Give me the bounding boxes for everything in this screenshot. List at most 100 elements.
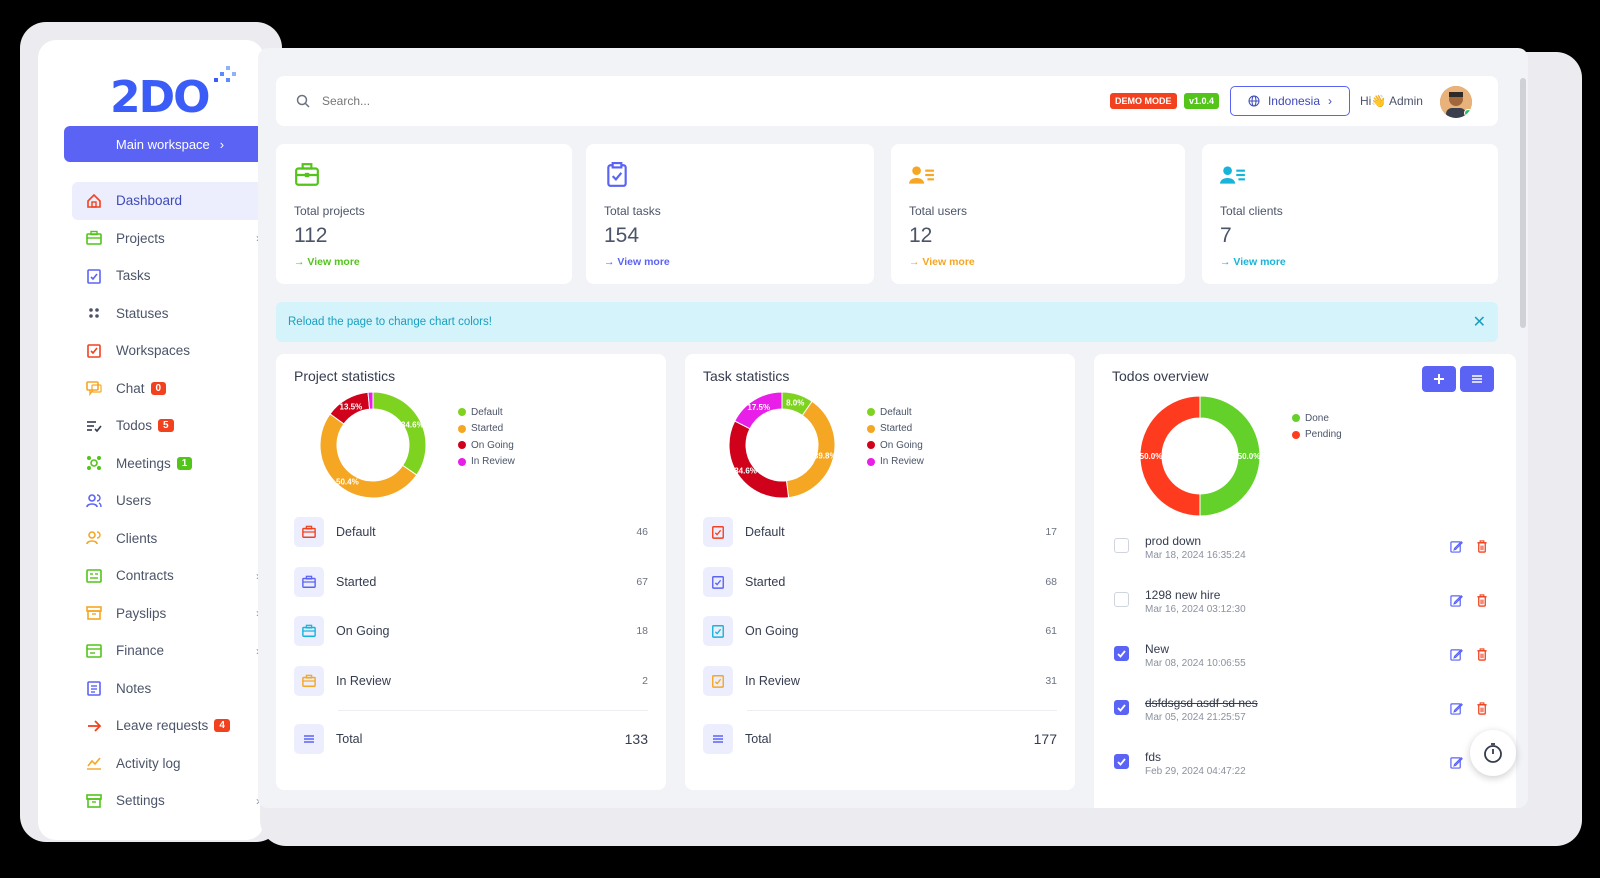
view-more-link[interactable]: → View more <box>1220 256 1286 268</box>
sidebar-item-leave-requests[interactable]: Leave requests 4 <box>72 707 268 745</box>
stat-value: 112 <box>294 224 328 247</box>
chart-legend: Default Started On Going In Review <box>458 404 515 470</box>
donut-slice-started[interactable] <box>319 413 418 499</box>
legend-item[interactable]: Pending <box>1292 427 1342 444</box>
todo-checkbox[interactable] <box>1114 754 1129 769</box>
status-row-on-going[interactable]: On Going 18 <box>294 611 648 651</box>
todo-checkbox[interactable] <box>1114 700 1129 715</box>
total-count: 133 <box>624 731 648 747</box>
sidebar-item-activity-log[interactable]: Activity log <box>72 745 268 783</box>
clipboard-check-icon <box>703 517 733 547</box>
sidebar-item-workspaces[interactable]: Workspaces <box>72 332 268 370</box>
status-row-default[interactable]: Default 17 <box>703 512 1057 552</box>
view-more-label: View more <box>307 256 360 268</box>
workspace-button[interactable]: Main workspace › <box>64 126 276 162</box>
legend-item[interactable]: Default <box>458 404 515 421</box>
language-button[interactable]: Indonesia › <box>1230 86 1350 116</box>
sidebar-item-meetings[interactable]: Meetings 1 <box>72 445 268 483</box>
edit-icon[interactable] <box>1450 594 1463 612</box>
todo-item: fds Feb 29, 2024 04:47:22 <box>1112 750 1492 790</box>
trash-icon[interactable] <box>1476 648 1488 666</box>
donut-slice-done[interactable] <box>1199 395 1261 517</box>
list-view-button[interactable] <box>1460 366 1494 392</box>
todo-checkbox[interactable] <box>1114 592 1129 607</box>
online-status-dot <box>1464 109 1472 117</box>
legend-item[interactable]: On Going <box>867 437 924 454</box>
sidebar-item-users[interactable]: Users <box>72 482 268 520</box>
timer-button[interactable] <box>1470 730 1516 776</box>
legend-item[interactable]: In Review <box>867 454 924 471</box>
avatar[interactable] <box>1440 86 1472 118</box>
sidebar-item-clients[interactable]: Clients <box>72 520 268 558</box>
trash-icon[interactable] <box>1476 540 1488 558</box>
sidebar-item-contracts[interactable]: Contracts› <box>72 557 268 595</box>
sidebar-item-label: Workspaces <box>116 343 191 359</box>
donut-slice-default[interactable] <box>372 391 427 476</box>
sidebar-item-tasks[interactable]: Tasks <box>72 257 268 295</box>
legend-item[interactable]: On Going <box>458 437 515 454</box>
sidebar-item-projects[interactable]: Projects› <box>72 220 268 258</box>
sidebar-item-notes[interactable]: Notes <box>72 670 268 708</box>
legend-item[interactable]: Started <box>458 421 515 438</box>
todo-item: New Mar 08, 2024 10:06:55 <box>1112 642 1492 682</box>
status-row-in-review[interactable]: In Review 31 <box>703 661 1057 701</box>
edit-icon[interactable] <box>1450 540 1463 558</box>
chat-icon <box>86 380 102 397</box>
view-more-link[interactable]: → View more <box>909 256 975 268</box>
scrollbar[interactable] <box>1520 78 1526 328</box>
total-row: Total 133 <box>294 719 648 759</box>
edit-icon[interactable] <box>1450 648 1463 666</box>
legend-item[interactable]: Started <box>867 421 924 438</box>
app-logo[interactable]: 2DO <box>110 66 236 123</box>
donut-slice-started[interactable] <box>785 400 836 499</box>
main-content: DEMO MODE v1.0.4 Indonesia › Hi👋 Admin T… <box>258 48 1528 808</box>
menu-icon <box>294 724 324 754</box>
arrow-right-icon <box>86 718 102 734</box>
sidebar-item-chat[interactable]: Chat 0 <box>72 370 268 408</box>
legend-item[interactable]: In Review <box>458 454 515 471</box>
donut-slice-in-review[interactable] <box>367 391 374 410</box>
close-icon[interactable]: ✕ <box>1472 314 1486 331</box>
legend-swatch <box>458 457 466 466</box>
todo-checkbox[interactable] <box>1114 646 1129 661</box>
trash-icon[interactable] <box>1476 702 1488 720</box>
menu-icon <box>703 724 733 754</box>
trash-icon[interactable] <box>1476 594 1488 612</box>
legend-item[interactable]: Done <box>1292 410 1342 427</box>
status-row-started[interactable]: Started 67 <box>294 562 648 602</box>
status-count: 31 <box>1045 674 1057 687</box>
stat-label: Total users <box>909 204 968 218</box>
status-row-in-review[interactable]: In Review 2 <box>294 661 648 701</box>
status-row-started[interactable]: Started 68 <box>703 562 1057 602</box>
add-todo-button[interactable] <box>1422 366 1456 392</box>
legend-swatch <box>867 457 875 466</box>
search-input[interactable] <box>322 94 1022 108</box>
sidebar-item-payslips[interactable]: Payslips› <box>72 595 268 633</box>
legend-swatch <box>458 441 466 450</box>
sidebar-item-label: Dashboard <box>116 193 183 209</box>
todo-checkbox[interactable] <box>1114 538 1129 553</box>
clients-icon <box>1220 166 1245 184</box>
legend-swatch <box>867 424 875 433</box>
status-row-on-going[interactable]: On Going 61 <box>703 611 1057 651</box>
status-count: 17 <box>1045 526 1057 538</box>
view-more-link[interactable]: → View more <box>604 256 670 268</box>
donut-slice-pending[interactable] <box>1139 395 1201 517</box>
clients-icon <box>86 530 102 546</box>
donut-slice-on-going[interactable] <box>728 420 790 499</box>
edit-icon[interactable] <box>1450 756 1463 774</box>
stopwatch-icon <box>1484 743 1502 763</box>
edit-icon[interactable] <box>1450 702 1463 720</box>
legend-item[interactable]: Default <box>867 404 924 421</box>
sidebar-item-settings[interactable]: Settings› <box>72 782 268 820</box>
sidebar-item-statuses[interactable]: Statuses <box>72 295 268 333</box>
sidebar-item-todos[interactable]: Todos 5 <box>72 407 268 445</box>
status-row-default[interactable]: Default 46 <box>294 512 648 552</box>
sidebar-item-finance[interactable]: Finance› <box>72 632 268 670</box>
view-more-link[interactable]: → View more <box>294 256 360 268</box>
todo-date: Mar 08, 2024 10:06:55 <box>1145 658 1246 669</box>
chart-legend: Done Pending <box>1292 410 1342 443</box>
donut-slice-in-review[interactable] <box>734 391 783 430</box>
stat-label: Total clients <box>1220 204 1283 218</box>
sidebar-item-dashboard[interactable]: Dashboard <box>72 182 268 220</box>
